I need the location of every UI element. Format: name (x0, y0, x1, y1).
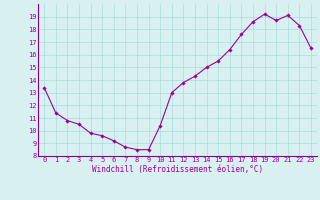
X-axis label: Windchill (Refroidissement éolien,°C): Windchill (Refroidissement éolien,°C) (92, 165, 263, 174)
